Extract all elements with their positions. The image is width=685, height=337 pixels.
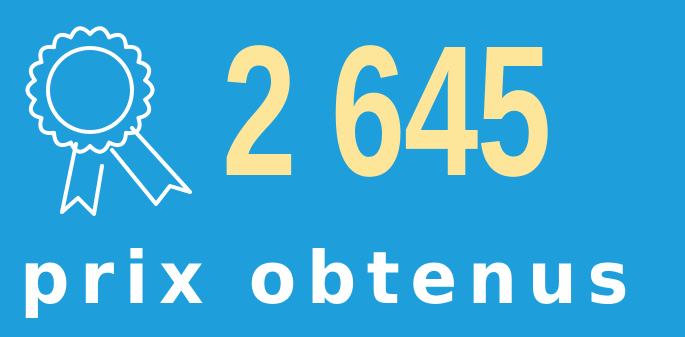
award-caption: prix obtenus [20,236,640,320]
award-count: 2 645 [222,8,551,215]
award-rosette-icon [16,16,194,224]
